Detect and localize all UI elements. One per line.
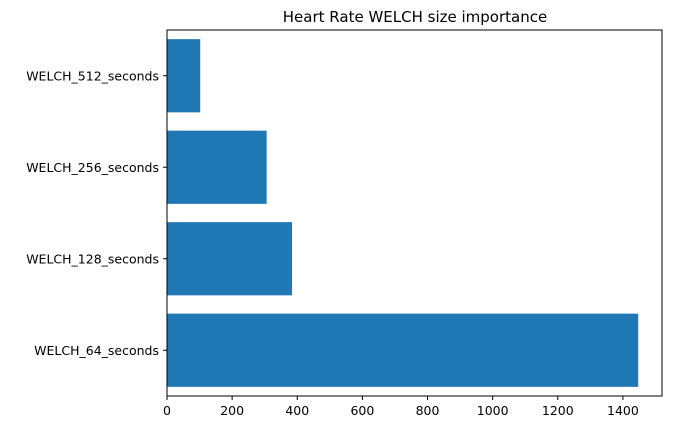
x-tick-label: 600 [350,403,374,418]
bar-welch-512-seconds [167,39,201,113]
x-tick-label: 0 [163,403,171,418]
bar-welch-64-seconds [167,313,639,387]
bars-layer [167,39,639,387]
x-tick-label: 200 [220,403,244,418]
y-tick-label: WELCH_64_seconds [34,343,159,358]
x-tick-label: 1000 [477,403,509,418]
x-tick-label: 1400 [607,403,639,418]
chart-title: Heart Rate WELCH size importance [283,8,547,26]
y-tick-label: WELCH_512_seconds [26,68,159,83]
y-tick-label: WELCH_128_seconds [26,251,159,266]
x-tick-label: 800 [416,403,440,418]
y-tick-label: WELCH_256_seconds [26,160,159,175]
x-axis-ticks: 0 200 400 600 800 1000 1200 1400 [163,396,639,418]
x-tick-label: 1200 [542,403,574,418]
axes-layer [166,29,663,397]
bar-welch-256-seconds [167,130,267,204]
bar-welch-128-seconds [167,222,293,296]
x-tick-label: 400 [285,403,309,418]
plot-frame [166,29,663,397]
y-axis-ticks: WELCH_64_seconds WELCH_128_seconds WELCH_2… [26,68,167,358]
